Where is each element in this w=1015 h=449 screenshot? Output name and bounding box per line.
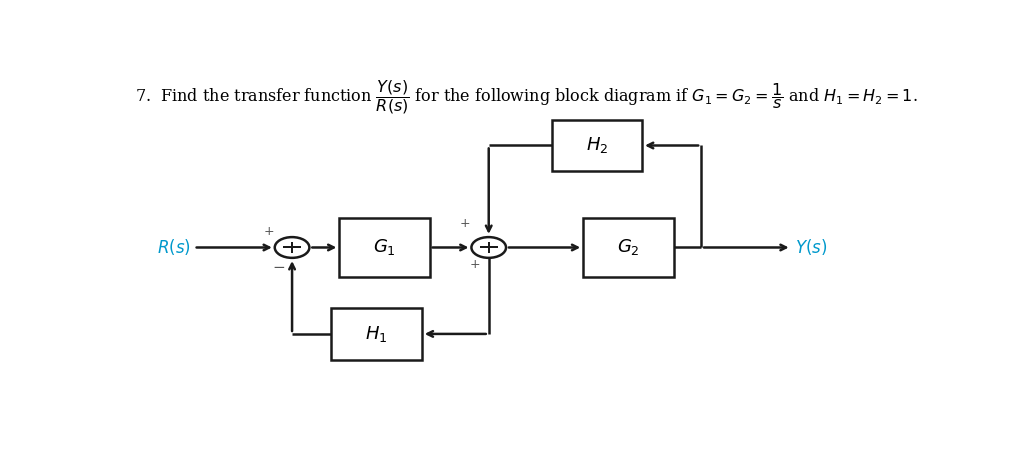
FancyBboxPatch shape xyxy=(583,218,674,277)
Text: 7.  Find the transfer function $\dfrac{Y(s)}{R(s)}$ for the following block diag: 7. Find the transfer function $\dfrac{Y(… xyxy=(135,78,918,116)
Ellipse shape xyxy=(275,237,310,258)
Text: $Y(s)$: $Y(s)$ xyxy=(795,238,827,257)
FancyBboxPatch shape xyxy=(552,119,642,172)
Text: $R(s)$: $R(s)$ xyxy=(157,238,191,257)
Text: −: − xyxy=(272,260,285,275)
FancyBboxPatch shape xyxy=(331,308,422,360)
Text: $G_2$: $G_2$ xyxy=(617,238,639,257)
Text: +: + xyxy=(470,258,481,271)
Text: $H_2$: $H_2$ xyxy=(586,136,608,155)
FancyBboxPatch shape xyxy=(339,218,429,277)
Ellipse shape xyxy=(471,237,506,258)
Text: $G_1$: $G_1$ xyxy=(374,238,396,257)
Text: +: + xyxy=(460,217,470,230)
Text: +: + xyxy=(263,225,274,238)
Text: $H_1$: $H_1$ xyxy=(365,324,388,344)
